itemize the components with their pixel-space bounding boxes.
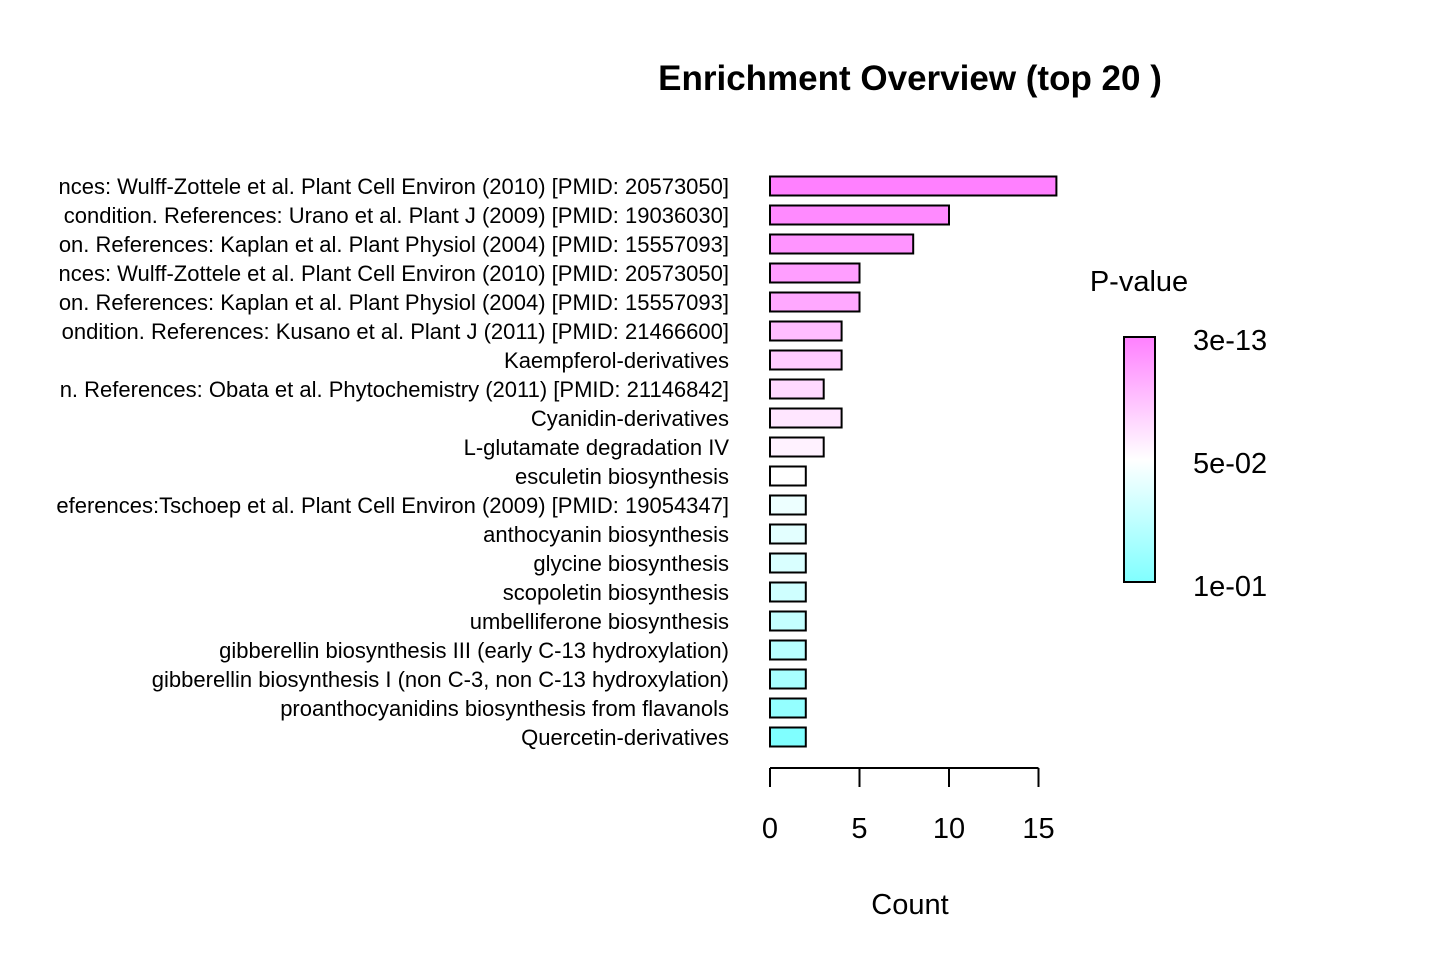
colorbar-title: P-value	[1090, 266, 1188, 298]
category-label: eferences:Tschoep et al. Plant Cell Envi…	[56, 493, 729, 518]
colorbar-label-bottom: 1e-01	[1193, 571, 1267, 603]
bar	[769, 465, 807, 487]
bar	[769, 552, 807, 574]
bar	[769, 204, 950, 226]
bar	[769, 436, 825, 458]
category-label: glycine biosynthesis	[533, 551, 729, 576]
bar	[769, 697, 807, 719]
bar	[769, 726, 807, 748]
bar	[769, 494, 807, 516]
bar	[769, 610, 807, 632]
bars	[769, 175, 1058, 748]
bar	[769, 378, 825, 400]
category-label: on. References: Kaplan et al. Plant Phys…	[59, 232, 729, 257]
pvalue-colorbar-legend: P-value 3e-13 5e-02 1e-01	[1090, 266, 1267, 603]
bar	[769, 349, 843, 371]
colorbar-gradient	[1123, 336, 1156, 583]
category-labels: nces: Wulff-Zottele et al. Plant Cell En…	[56, 174, 729, 750]
category-label: umbelliferone biosynthesis	[470, 609, 729, 634]
bar	[769, 407, 843, 429]
bar	[769, 668, 807, 690]
bar	[769, 291, 861, 313]
colorbar-label-top: 3e-13	[1193, 325, 1267, 357]
bar	[769, 523, 807, 545]
bar	[769, 581, 807, 603]
x-tick-label: 5	[851, 813, 867, 845]
x-axis-title: Count	[871, 889, 948, 921]
category-label: Quercetin-derivatives	[521, 725, 729, 750]
x-tick-label: 10	[933, 813, 965, 845]
category-label: nces: Wulff-Zottele et al. Plant Cell En…	[58, 261, 729, 286]
bar	[769, 639, 807, 661]
category-label: gibberellin biosynthesis III (early C-13…	[219, 638, 729, 663]
category-label: Cyanidin-derivatives	[531, 406, 729, 431]
bar	[769, 233, 915, 255]
category-label: gibberellin biosynthesis I (non C-3, non…	[152, 667, 729, 692]
colorbar-label-mid: 5e-02	[1193, 448, 1267, 480]
category-label: n. References: Obata et al. Phytochemist…	[60, 377, 729, 402]
bar	[769, 262, 861, 284]
category-label: esculetin biosynthesis	[515, 464, 729, 489]
category-label: scopoletin biosynthesis	[503, 580, 729, 605]
bar	[769, 175, 1058, 197]
chart-title: Enrichment Overview (top 20 )	[658, 59, 1162, 98]
x-axis: 0 5 10 15	[762, 767, 1055, 845]
category-label: ondition. References: Kusano et al. Plan…	[62, 319, 729, 344]
category-label: proanthocyanidins biosynthesis from flav…	[280, 696, 729, 721]
x-tick-label: 15	[1022, 813, 1054, 845]
x-tick-label: 0	[762, 813, 778, 845]
category-label: Kaempferol-derivatives	[504, 348, 729, 373]
category-label: on. References: Kaplan et al. Plant Phys…	[59, 290, 729, 315]
category-label: L-glutamate degradation IV	[464, 435, 730, 460]
category-label: condition. References: Urano et al. Plan…	[64, 203, 729, 228]
category-label: nces: Wulff-Zottele et al. Plant Cell En…	[58, 174, 729, 199]
category-label: anthocyanin biosynthesis	[483, 522, 729, 547]
bar	[769, 320, 843, 342]
